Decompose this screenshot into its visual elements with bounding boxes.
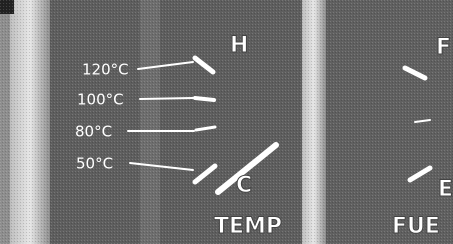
scale-label: 100°C (77, 91, 124, 109)
gauge-name: TEMP (214, 214, 282, 239)
scale-label: 120°C (82, 61, 129, 79)
high-mark: F (436, 35, 451, 60)
scale-label: 80°C (75, 123, 112, 141)
needle-tick (195, 98, 214, 100)
low-mark: E (438, 177, 453, 202)
photo: 120°C 100°C 80°C 50°C H C TEMP F E FUE (0, 0, 453, 244)
gauge-name: FUE (392, 214, 440, 239)
low-mark: C (236, 173, 252, 198)
high-mark: H (230, 33, 248, 58)
grain (0, 0, 453, 244)
scale-label: 50°C (76, 155, 113, 173)
pointer-line (140, 98, 193, 99)
